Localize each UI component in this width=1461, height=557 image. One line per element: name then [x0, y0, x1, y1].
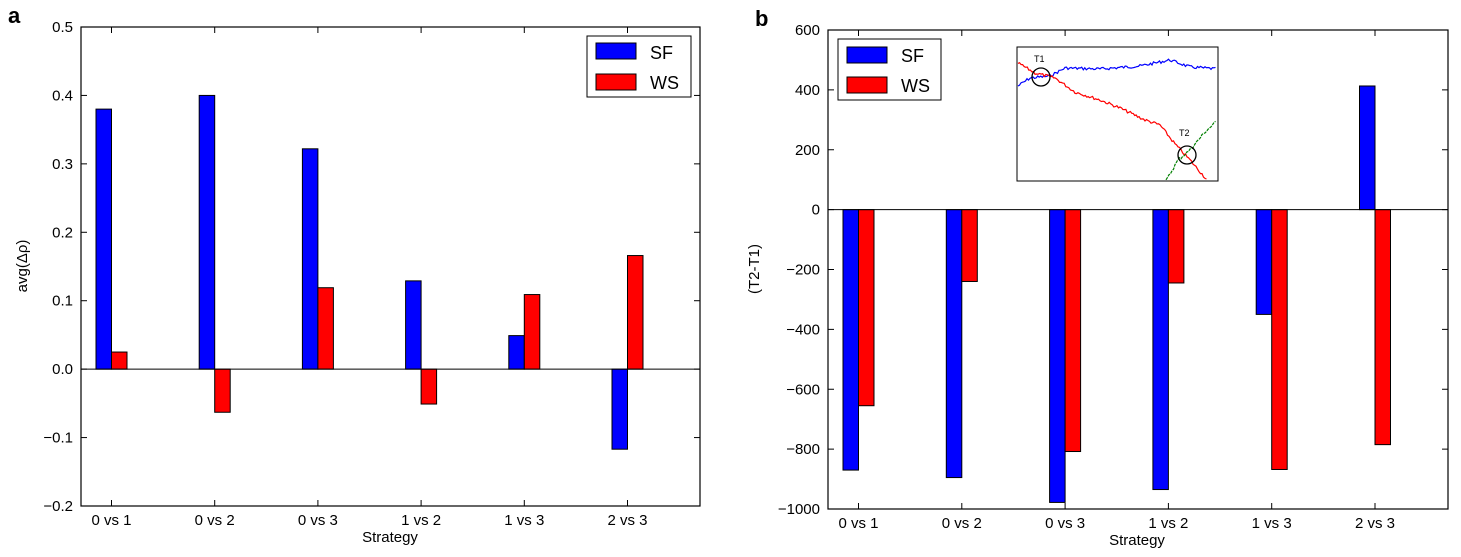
- panel-a-plot-area: [81, 27, 700, 506]
- panel-b-legend-swatch-sf: [846, 46, 888, 64]
- panel-a-bar-ws-5: [523, 294, 541, 370]
- panel-a-bar-ws-4: [420, 368, 438, 405]
- panel-b-ytick-label: −1000: [778, 501, 820, 518]
- panel-b-xtick-label: 2 vs 3: [1355, 515, 1395, 532]
- panel-a-xlabel: Strategy: [362, 529, 418, 546]
- panel-b-ytick-label: −400: [786, 321, 820, 338]
- panel-b-ticks: 0 vs 1 0 vs 2 0 vs 3 1 vs 2 1 vs 3 2 vs 3 −100…: [778, 22, 1448, 532]
- panel-a-legend-label-ws: WS: [650, 73, 679, 93]
- panel-a-bar-sf-2: [198, 94, 216, 370]
- panel-b-bar-sf-6: [1359, 85, 1376, 211]
- panel-b-xtick-label: 0 vs 3: [1045, 515, 1085, 532]
- panel-b-bar-ws-6: [1374, 209, 1391, 446]
- panel-b-letter: b: [755, 6, 768, 31]
- inset-line-green: [1165, 120, 1216, 181]
- panel-b-legend: SF WS: [837, 38, 942, 101]
- inset-crossing-t2-marker: [1177, 145, 1197, 165]
- panel-b-bars: [842, 85, 1391, 503]
- panel-a-xtick-label: 0 vs 3: [298, 512, 338, 529]
- panel-a-ytick-label: 0.5: [52, 19, 73, 36]
- panel-b-ytick-label: −600: [786, 381, 820, 398]
- panel-a-legend-label-sf: SF: [650, 43, 673, 63]
- panel-a: a 0 vs 1 0 vs 2 0 vs 3 1 vs 2 1 vs 3 2 vs 3 −0…: [8, 3, 701, 546]
- panel-b-ytick-label: 200: [795, 142, 820, 159]
- inset-label-t2: T2: [1179, 128, 1190, 138]
- panel-b-bar-sf-2: [945, 209, 963, 479]
- panel-a-ytick-label: 0.2: [52, 224, 73, 241]
- panel-a-legend-swatch-ws: [595, 73, 637, 91]
- panel-a-bar-ws-3: [317, 287, 334, 370]
- panel-a-bar-ws-1: [111, 351, 128, 370]
- panel-a-ytick-label: −0.2: [43, 498, 73, 515]
- panel-a-ytick-label: 0.1: [52, 293, 73, 310]
- panel-a-bar-ws-6: [627, 255, 644, 370]
- panel-b-bar-ws-1: [858, 209, 875, 407]
- panel-a-ylabel: avg(Δρ): [14, 240, 31, 293]
- panel-a-xtick-label: 1 vs 2: [401, 512, 441, 529]
- panel-a-ticks: 0 vs 1 0 vs 2 0 vs 3 1 vs 2 1 vs 3 2 vs 3 −0.2…: [43, 19, 700, 529]
- panel-b-bar-sf-3: [1049, 209, 1066, 503]
- panel-b-bar-ws-4: [1167, 209, 1185, 284]
- panel-b-bar-ws-3: [1064, 209, 1082, 453]
- panel-a-frame: [80, 26, 701, 507]
- panel-b-bar-sf-4: [1152, 209, 1169, 491]
- panel-a-ytick-label: 0.3: [52, 156, 73, 173]
- panel-b-bar-sf-1: [842, 209, 859, 471]
- panel-a-letter: a: [8, 3, 21, 28]
- panel-a-ytick-label: 0.0: [52, 361, 73, 378]
- panel-b-inset: T1 T2: [1016, 46, 1219, 182]
- panel-b-ylabel: (T2-T1): [746, 244, 763, 294]
- panel-b-xtick-label: 0 vs 2: [942, 515, 982, 532]
- panel-a-bar-sf-4: [405, 280, 422, 370]
- panel-a-xtick-label: 0 vs 2: [195, 512, 235, 529]
- panel-b-xlabel: Strategy: [1109, 532, 1165, 549]
- panel-b-legend-label-ws: WS: [901, 76, 930, 96]
- panel-a-bars: [95, 94, 644, 450]
- panel-a-bar-sf-6: [611, 368, 628, 450]
- panel-a-legend: SF WS: [586, 35, 692, 98]
- panel-a-bar-ws-2: [214, 368, 231, 413]
- panel-b-legend-swatch-ws: [846, 76, 888, 94]
- inset-crossing-t1-marker: [1031, 67, 1051, 87]
- panel-b-legend-label-sf: SF: [901, 46, 924, 66]
- panel-a-xtick-label: 0 vs 1: [91, 512, 131, 529]
- panel-b-frame: [827, 29, 1449, 510]
- panel-b-xtick-label: 1 vs 2: [1148, 515, 1188, 532]
- panel-b-bar-sf-5: [1255, 209, 1273, 315]
- panel-a-ytick-label: −0.1: [43, 430, 73, 447]
- panel-b-ytick-label: −200: [786, 262, 820, 279]
- panel-b-bar-ws-2: [961, 209, 978, 282]
- panel-b: b 0 vs 1 0 vs 2 0 vs 3 1 vs 2 1 vs 3 2 vs 3 −1…: [746, 6, 1449, 549]
- panel-b-ytick-label: −800: [786, 441, 820, 458]
- panel-a-bar-sf-1: [95, 108, 112, 370]
- panel-a-bar-sf-3: [301, 148, 319, 370]
- panel-a-bar-sf-5: [508, 335, 525, 370]
- panel-a-legend-swatch-sf: [595, 42, 637, 60]
- panel-b-xtick-label: 1 vs 3: [1252, 515, 1292, 532]
- inset-label-t1: T1: [1034, 54, 1045, 64]
- panel-b-ytick-label: 400: [795, 82, 820, 99]
- panel-a-xtick-label: 2 vs 3: [607, 512, 647, 529]
- panel-a-ytick-label: 0.4: [52, 87, 73, 104]
- panel-b-ytick-label: 0: [812, 202, 820, 219]
- panel-a-xtick-label: 1 vs 3: [504, 512, 544, 529]
- panel-b-xtick-label: 0 vs 1: [838, 515, 878, 532]
- panel-b-ytick-label: 600: [795, 22, 820, 39]
- inset-frame: [1016, 46, 1219, 182]
- panel-b-bar-ws-5: [1271, 209, 1288, 470]
